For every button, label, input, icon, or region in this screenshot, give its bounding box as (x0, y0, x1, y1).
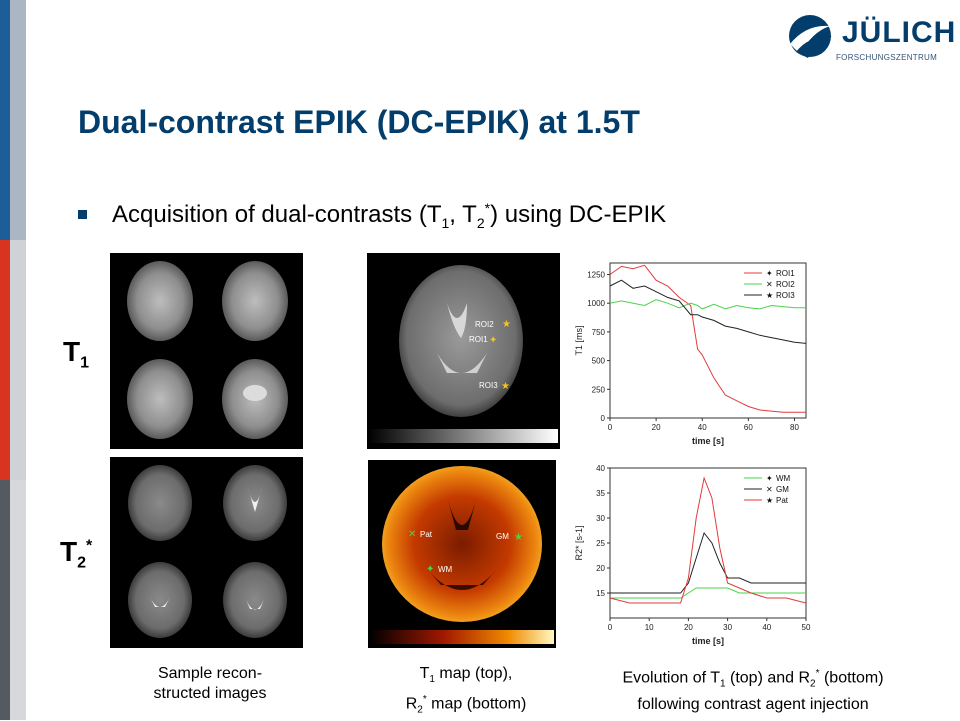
edge-bar-red (0, 240, 10, 480)
series-line-wm (610, 587, 806, 599)
legend-label: ROI2 (776, 280, 795, 289)
edge-bar-light (10, 240, 26, 480)
x-axis-label: time [s] (692, 436, 724, 446)
legend-label: WM (776, 474, 791, 483)
caption-sample-images: Sample recon- structed images (153, 665, 267, 702)
x-tick-label: 0 (608, 423, 613, 432)
r2-map: ✕ Pat GM ★ ✦ WM (368, 460, 556, 648)
wm-marker-icon: ✦ (426, 564, 434, 575)
y-tick-label: 25 (596, 539, 605, 548)
bullet-marker (78, 210, 87, 219)
legend-marker-icon: ✦ (766, 269, 773, 278)
t2-sample-images (110, 457, 303, 648)
wm-label: WM (438, 565, 453, 574)
edge-bar-light2 (10, 480, 26, 720)
x-tick-label: 40 (698, 423, 707, 432)
y-tick-label: 35 (596, 489, 605, 498)
legend-label: ROI1 (776, 269, 795, 278)
t1-map: ROI2 ★ ROI1 ✦ ROI3 ★ (367, 253, 560, 449)
roi3-label: ROI3 (479, 381, 498, 390)
logo-name: JÜLICH (842, 16, 957, 49)
y-tick-label: 750 (592, 328, 606, 337)
y-tick-label: 250 (592, 385, 606, 394)
x-tick-label: 80 (790, 423, 799, 432)
x-tick-label: 60 (744, 423, 753, 432)
t1-chart-svg: 0 20 40 60 80 0 250 500 750 1000 1250 time [s] T1 [m… (574, 262, 807, 446)
series-line-roi1 (609, 264, 806, 413)
edge-bar-blue (0, 0, 10, 240)
legend-marker-icon: ✕ (766, 280, 773, 289)
page-title: Dual-contrast EPIK (DC-EPIK) at 1.5T (78, 104, 640, 140)
roi1-label: ROI1 (469, 335, 488, 344)
row-label-t1: T1 (63, 336, 90, 372)
bullet-text: Acquisition of dual-contrasts (T1, T2*) … (112, 200, 667, 231)
y-tick-label: 0 (601, 414, 606, 423)
y-tick-label: 500 (592, 357, 606, 366)
y-tick-label: 20 (596, 564, 605, 573)
x-tick-label: 50 (802, 623, 811, 632)
x-tick-label: 0 (608, 623, 613, 632)
caption-evolution: Evolution of T1 (top) and R2* (bottom) f… (622, 668, 884, 713)
y-axis-label: T1 [ms] (574, 325, 584, 355)
series-line-roi2 (609, 299, 806, 310)
x-tick-label: 20 (652, 423, 661, 432)
roi2-label: ROI2 (475, 320, 494, 329)
pat-label: Pat (420, 530, 433, 539)
y-tick-label: 1250 (587, 270, 605, 279)
x-tick-label: 10 (645, 623, 654, 632)
y-axis-label: R2* [s-1] (574, 525, 584, 560)
r2-chart: 0 10 20 30 40 50 15 20 25 30 35 40 time [s] R2* [s-1]… (568, 460, 818, 650)
y-tick-label: 30 (596, 514, 605, 523)
r2-chart-svg: 0 10 20 30 40 50 15 20 25 30 35 40 time [s] R2* [s-1]… (574, 464, 811, 646)
series-line-roi3 (609, 279, 807, 344)
caption-maps: T1 map (top), R2* map (bottom) (405, 665, 527, 716)
x-tick-label: 30 (723, 623, 732, 632)
roi2-marker-icon: ★ (502, 319, 511, 330)
legend-label: GM (776, 485, 789, 494)
legend-marker-icon: ★ (766, 496, 773, 505)
x-tick-label: 20 (684, 623, 693, 632)
x-axis-label: time [s] (692, 636, 724, 646)
legend-marker-icon: ★ (766, 291, 773, 300)
gm-label: GM (496, 532, 509, 541)
edge-bar-grey (10, 0, 26, 240)
x-tick-label: 40 (762, 623, 771, 632)
julich-logo-icon (786, 14, 834, 58)
legend-label: ROI3 (776, 291, 795, 300)
legend-marker-icon: ✦ (766, 474, 773, 483)
t1-sample-images (110, 253, 303, 449)
roi1-marker-icon: ✦ (489, 335, 497, 346)
y-tick-label: 40 (596, 464, 605, 473)
plot-frame (609, 262, 807, 419)
series-line-pat (609, 476, 807, 604)
series-line-gm (610, 531, 806, 594)
t1-chart: 0 20 40 60 80 0 250 500 750 1000 1250 time [s] T1 [m… (568, 255, 818, 450)
y-tick-label: 15 (596, 589, 605, 598)
logo-subtitle: FORSCHUNGSZENTRUM (836, 53, 938, 62)
y-tick-label: 1000 (587, 299, 605, 308)
legend-label: Pat (776, 496, 789, 505)
roi3-marker-icon: ★ (501, 381, 510, 392)
edge-bar-dark (0, 480, 10, 720)
pat-marker-icon: ✕ (408, 529, 416, 540)
row-label-t2: T2* (60, 536, 93, 572)
legend-marker-icon: ✕ (766, 485, 773, 494)
gm-marker-icon: ★ (514, 532, 523, 543)
